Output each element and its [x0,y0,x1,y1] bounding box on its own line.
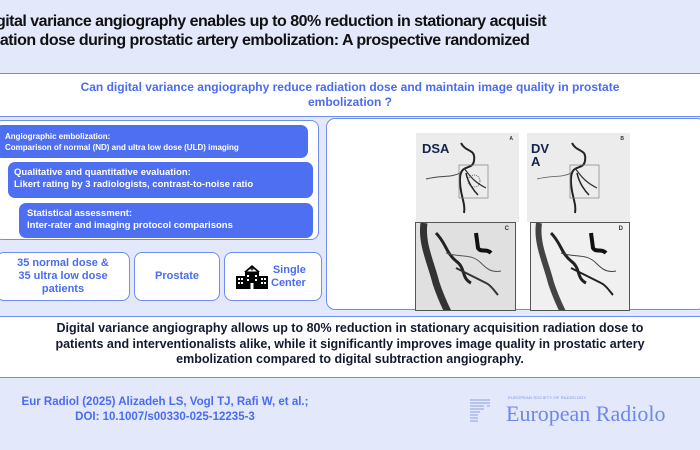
methods-panel: Angiographic embolization: Comparison of… [0,120,319,240]
center-stat: Single Center [224,252,322,301]
center-line-2: Center [271,276,306,289]
method-step-embolization: Angiographic embolization: Comparison of… [0,125,308,158]
citation: Eur Radiol (2025) Alizadeh LS, Vogl TJ, … [0,395,330,425]
panel-letter-d: D [618,226,623,232]
panel-d-dva-zoom: D [530,222,630,311]
method-heading: Qualitative and quantitative evaluation: [14,167,191,178]
panel-letter-a: A [509,136,513,142]
conclusion-statement: Digital variance angiography allows up t… [0,316,700,378]
panel-letter-c: C [504,226,509,232]
citation-doi[interactable]: DOI: 10.1007/s00330-025-12235-3 [75,411,255,423]
panel-a-dsa-image: DSA A [416,133,519,222]
conclusion-line-2: patients and interventionalists alike, w… [55,336,645,351]
article-title: igital variance angiography enables up t… [0,12,700,50]
hospital-icon [236,264,268,289]
center-line-1: Single [272,263,306,276]
panel-b-dva-image: DV A B [527,133,630,222]
dva-label: DV A [531,142,549,168]
method-detail: Likert rating by 3 radiologists, contras… [14,179,254,190]
method-detail: Comparison of normal (ND) and ultra low … [5,143,239,152]
research-question: Can digital variance angiography reduce … [0,73,700,117]
title-line-2: liation dose during prostatic artery emb… [0,32,530,49]
method-heading: Angiographic embolization: [5,132,111,141]
dva-label-line-1: DV [531,141,550,156]
journal-name: European Radiolo [506,401,666,426]
method-step-statistics: Statistical assessment: Inter-rater and … [19,203,313,238]
panel-letter-b: B [620,136,624,142]
vessel-image [536,142,600,214]
society-name: EUROPEAN SOCIETY OF RADIOLOGY [508,395,587,400]
title-line-1: igital variance angiography enables up t… [0,13,547,30]
angiography-figure: DSA A DV A B C [326,118,700,311]
conclusion-line-3: embolization compared to digital subtrac… [176,352,524,366]
vessel-zoom-image [535,223,617,310]
patients-stat: 35 normal dose & 35 ultra low dose patie… [0,252,130,301]
vessel-zoom-image [419,223,502,310]
dva-label-line-2: A [531,154,541,169]
dsa-label: DSA [422,141,450,156]
patients-line-1: 35 normal dose & [17,257,109,269]
esr-logo-mark-icon [470,399,490,422]
question-line-1: Can digital variance angiography reduce … [80,80,620,94]
organ-stat: Prostate [134,252,220,301]
question-line-2: embolization ? [308,95,392,109]
patients-line-3: patients [41,283,85,295]
method-step-evaluation: Qualitative and quantitative evaluation:… [8,162,313,198]
panel-c-dsa-zoom: C [415,222,516,311]
patients-line-2: 35 ultra low dose [18,270,108,282]
citation-authors: Eur Radiol (2025) Alizadeh LS, Vogl TJ, … [21,396,309,408]
organ-label: Prostate [154,270,200,282]
vessel-image [425,142,489,214]
method-detail: Inter-rater and imaging protocol compari… [27,220,233,231]
conclusion-line-1: Digital variance angiography allows up t… [56,321,644,335]
method-heading: Statistical assessment: [27,208,133,219]
